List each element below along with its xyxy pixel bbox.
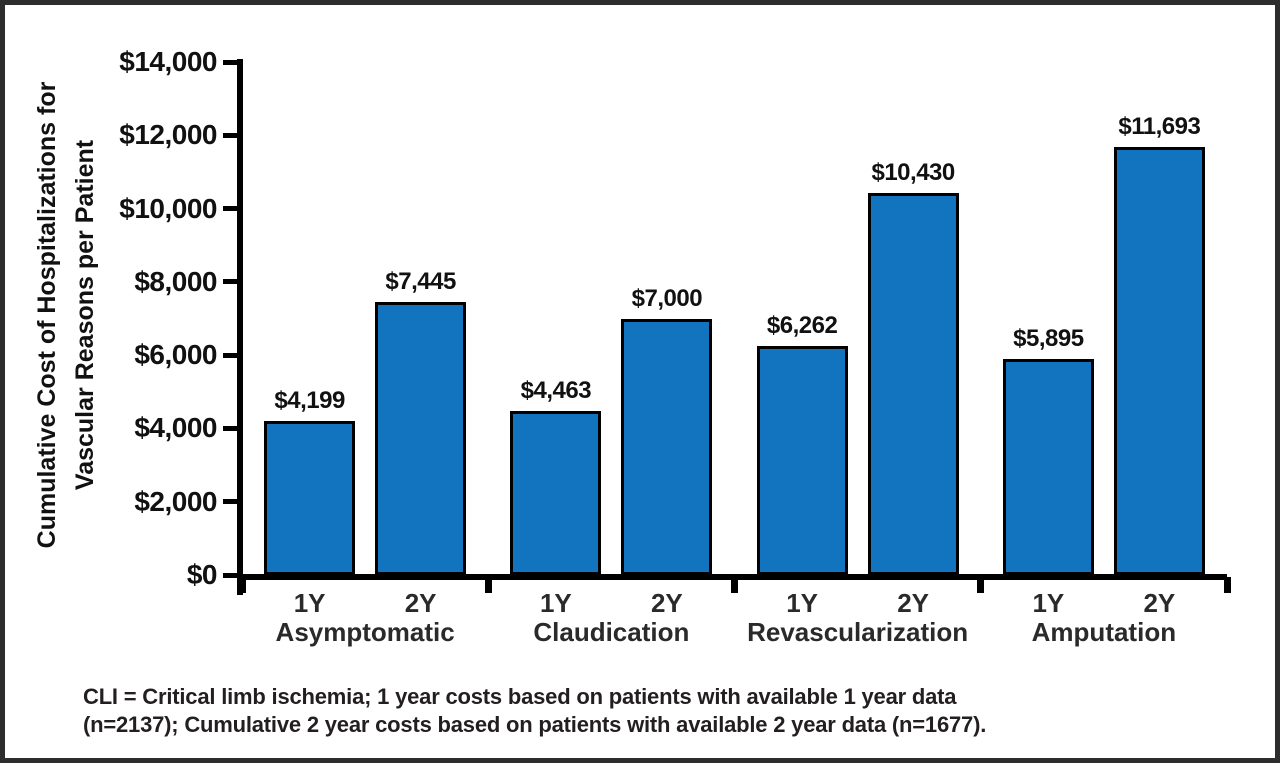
x-tick [484, 577, 492, 593]
bar-amputation-1y [1002, 358, 1094, 575]
y-tick-label: $4,000 [134, 412, 217, 444]
group-label-claudication: Claudication [533, 617, 690, 647]
x-tick [1223, 577, 1231, 593]
y-tick-label: $8,000 [134, 265, 217, 297]
y-tick [223, 206, 238, 212]
y-tick-label: $12,000 [119, 119, 217, 151]
x-tick-label: 2Y [404, 588, 437, 618]
bar-value-label: $6,262 [766, 311, 838, 339]
bar-amputation-2y [1113, 146, 1205, 575]
bar-value-label: $10,430 [871, 158, 955, 186]
bar-revascularization-2y [867, 192, 959, 575]
bar-revascularization-1y [756, 345, 848, 575]
group-label-revascularization: Revascularization [747, 617, 969, 647]
y-tick-label: $10,000 [119, 192, 217, 224]
y-tick [223, 499, 238, 505]
y-tick-label: $0 [186, 559, 218, 590]
x-tick [731, 577, 738, 593]
bar-claudication-2y [621, 318, 713, 575]
x-tick-label: 1Y [293, 588, 326, 618]
bar-value-label: $11,693 [1118, 112, 1201, 140]
bar-value-label: $4,199 [274, 387, 345, 415]
y-tick-label: $6,000 [134, 339, 217, 371]
y-tick-label: $14,000 [119, 46, 217, 77]
bar-value-label: $5,895 [1013, 324, 1084, 352]
x-tick-label: 1Y [1032, 588, 1065, 618]
bar-value-label: $4,463 [520, 377, 592, 405]
bar-claudication-1y [510, 411, 602, 575]
y-axis-spine [237, 59, 243, 595]
y-tick [223, 279, 238, 285]
y-tick-label: $2,000 [134, 485, 217, 517]
y-tick [223, 59, 238, 65]
bar-value-label: $7,000 [631, 284, 703, 312]
x-tick-label: 2Y [897, 588, 930, 618]
x-tick-label: 1Y [539, 588, 572, 618]
y-tick [223, 425, 238, 431]
bar-value-label: $7,445 [385, 268, 456, 296]
footnote-line1: CLI = Critical limb ischemia; 1 year cos… [83, 684, 957, 709]
footnote-line2: (n=2137); Cumulative 2 year costs based … [83, 712, 987, 737]
bar-asymptomatic-2y [375, 302, 467, 575]
footnote: CLI = Critical limb ischemia; 1 year cos… [83, 683, 1223, 739]
group-label-asymptomatic: Asymptomatic [275, 617, 455, 647]
x-tick [977, 577, 985, 593]
y-tick [223, 132, 238, 138]
y-tick [223, 352, 238, 358]
x-tick [238, 577, 246, 593]
y-tick [223, 572, 238, 578]
bar-asymptomatic-1y [264, 421, 356, 575]
x-tick-label: 2Y [1143, 588, 1176, 618]
group-label-amputation: Amputation [1031, 617, 1177, 647]
x-tick-label: 2Y [650, 588, 683, 618]
chart-area: Cumulative Cost of Hospitalizations for … [5, 5, 1275, 758]
x-tick-label: 1Y [786, 588, 819, 618]
